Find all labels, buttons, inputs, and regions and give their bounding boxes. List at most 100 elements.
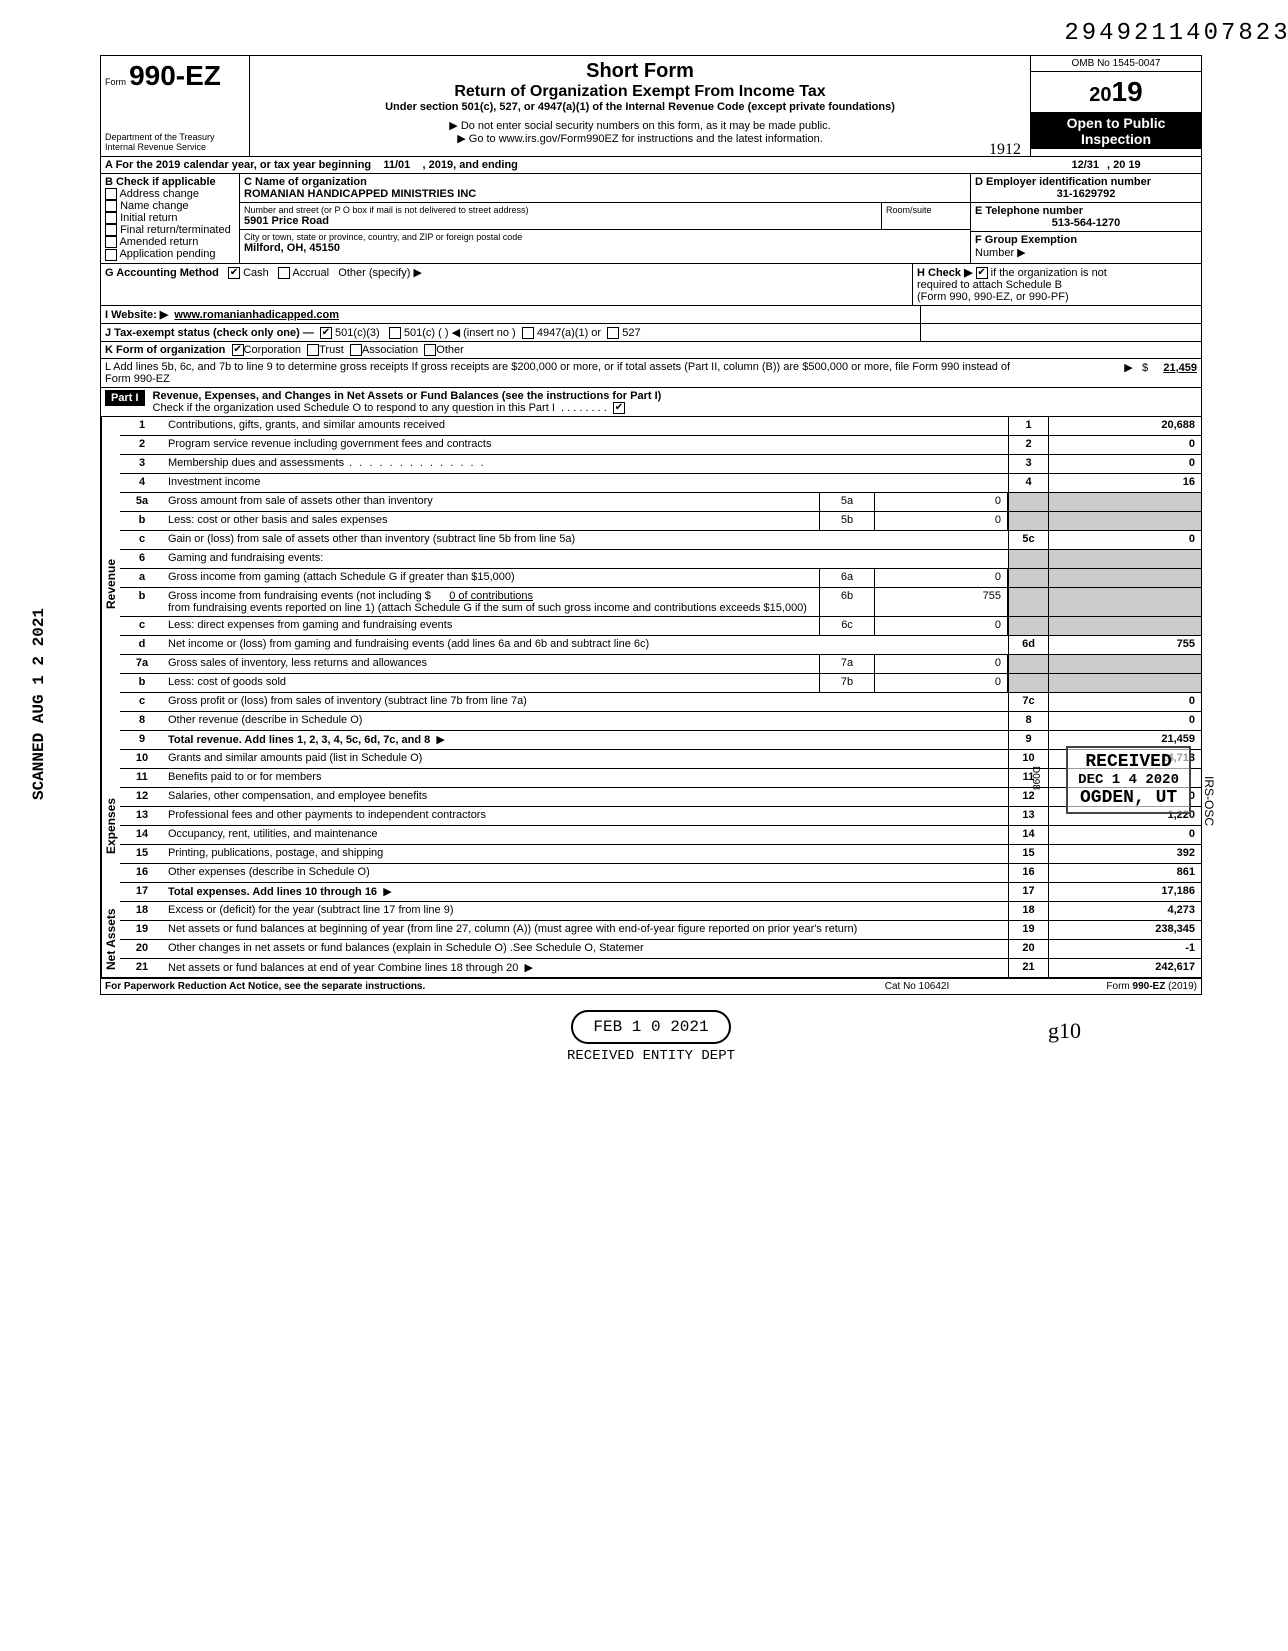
expenses-label: Expenses bbox=[101, 750, 120, 902]
warn2: ▶ Go to www.irs.gov/Form990EZ for instru… bbox=[258, 132, 1022, 145]
line7a-sub: 7a bbox=[819, 655, 875, 673]
cb-part1[interactable]: ✔ bbox=[613, 402, 625, 414]
netassets-section: Net Assets 18Excess or (deficit) for the… bbox=[101, 902, 1201, 979]
line5a-subval: 0 bbox=[875, 493, 1008, 511]
block-bcdef: B Check if applicable Address change Nam… bbox=[101, 174, 1201, 264]
line11-desc: Benefits paid to or for members bbox=[164, 769, 1008, 787]
other-label: Other (specify) ▶ bbox=[338, 267, 422, 279]
box-h-l4: (Form 990, 990-EZ, or 990-PF) bbox=[917, 291, 1069, 303]
page-number: 29492114078231 bbox=[20, 20, 1288, 47]
cb-527[interactable] bbox=[607, 327, 619, 339]
box-f-label2: Number ▶ bbox=[975, 247, 1026, 259]
line19-val: 238,345 bbox=[1049, 921, 1201, 939]
cb-initial-label: Initial return bbox=[120, 212, 177, 224]
cb-other[interactable] bbox=[424, 344, 436, 356]
cb-address[interactable] bbox=[105, 188, 117, 200]
cb-address-label: Address change bbox=[119, 188, 199, 200]
line9-box: 9 bbox=[1008, 731, 1049, 749]
line17-val: 17,186 bbox=[1049, 883, 1201, 901]
line5c-val: 0 bbox=[1049, 531, 1201, 549]
part1-label: Part I bbox=[105, 390, 145, 406]
cb-initial[interactable] bbox=[105, 212, 117, 224]
line-a-endyl: , 20 bbox=[1107, 159, 1125, 171]
revenue-label: Revenue bbox=[101, 417, 120, 750]
line5b-sub: 5b bbox=[819, 512, 875, 530]
addr-label: Number and street (or P O box if mail is… bbox=[244, 205, 877, 215]
line5b-desc: Less: cost or other basis and sales expe… bbox=[164, 512, 819, 530]
box-f-label: F Group Exemption bbox=[975, 234, 1077, 246]
org-addr: 5901 Price Road bbox=[244, 215, 877, 227]
line19-desc: Net assets or fund balances at beginning… bbox=[164, 921, 1008, 939]
line7c-desc: Gross profit or (loss) from sales of inv… bbox=[164, 693, 1008, 711]
room-label: Room/suite bbox=[881, 203, 970, 229]
box-h-l2: if the organization is not bbox=[991, 267, 1107, 279]
line15-val: 392 bbox=[1049, 845, 1201, 863]
line13-desc: Professional fees and other payments to … bbox=[164, 807, 1008, 825]
trust-label: Trust bbox=[319, 344, 344, 356]
line7b-desc: Less: cost of goods sold bbox=[164, 674, 819, 692]
box-l-text: L Add lines 5b, 6c, and 7b to line 9 to … bbox=[105, 361, 1010, 385]
assoc-label: Association bbox=[362, 344, 418, 356]
line18-desc: Excess or (deficit) for the year (subtra… bbox=[164, 902, 1008, 920]
line6b-desc: from fundraising events reported on line… bbox=[168, 602, 807, 614]
box-def: D Employer identification number 31-1629… bbox=[971, 174, 1201, 263]
row-l: L Add lines 5b, 6c, and 7b to line 9 to … bbox=[101, 359, 1201, 388]
line21-arrow: ▶ bbox=[525, 962, 533, 974]
cb-amended[interactable] bbox=[105, 236, 117, 248]
line5b-subval: 0 bbox=[875, 512, 1008, 530]
box-b: B Check if applicable Address change Nam… bbox=[101, 174, 240, 263]
cb-501c3[interactable]: ✔ bbox=[320, 327, 332, 339]
form-id: 990-EZ bbox=[129, 60, 221, 91]
footer-right: Form 990-EZ (2019) bbox=[1106, 981, 1197, 992]
cb-pending[interactable] bbox=[105, 249, 117, 261]
line8-desc: Other revenue (describe in Schedule O) bbox=[164, 712, 1008, 730]
omb: OMB No 1545-0047 bbox=[1031, 56, 1201, 72]
footer: For Paperwork Reduction Act Notice, see … bbox=[101, 979, 1201, 994]
cb-4947[interactable] bbox=[522, 327, 534, 339]
cb-accrual[interactable] bbox=[278, 267, 290, 279]
line3-desc: Membership dues and assessments bbox=[164, 455, 1008, 473]
part1-header: Part I Revenue, Expenses, and Changes in… bbox=[101, 388, 1201, 417]
cb-final[interactable] bbox=[105, 224, 117, 236]
line5a-sub: 5a bbox=[819, 493, 875, 511]
ein: 31-1629792 bbox=[975, 188, 1197, 200]
part1-checkline: Check if the organization used Schedule … bbox=[153, 402, 555, 414]
box-j-label: J Tax-exempt status (check only one) — bbox=[105, 327, 314, 339]
line8-box: 8 bbox=[1008, 712, 1049, 730]
line12-desc: Salaries, other compensation, and employ… bbox=[164, 788, 1008, 806]
cash-label: Cash bbox=[243, 267, 269, 279]
cb-h[interactable]: ✔ bbox=[976, 267, 988, 279]
cb-501c[interactable] bbox=[389, 327, 401, 339]
cb-name[interactable] bbox=[105, 200, 117, 212]
open-public: Open to Public Inspection bbox=[1031, 113, 1201, 149]
website: www.romanianhadicapped.com bbox=[174, 309, 339, 321]
box-c-label: C Name of organization bbox=[244, 176, 966, 188]
line6a-sub: 6a bbox=[819, 569, 875, 587]
line7b-sub: 7b bbox=[819, 674, 875, 692]
line5a-desc: Gross amount from sale of assets other t… bbox=[164, 493, 819, 511]
stamp-received: RECEIVED DEC 1 4 2020 OGDEN, UT bbox=[1066, 746, 1191, 814]
line1-desc: Contributions, gifts, grants, and simila… bbox=[164, 417, 1008, 435]
cb-assoc[interactable] bbox=[350, 344, 362, 356]
line7b-subval: 0 bbox=[875, 674, 1008, 692]
box-h-l3: required to attach Schedule B bbox=[917, 279, 1062, 291]
line11-box: 11 bbox=[1008, 769, 1049, 787]
line8-val: 0 bbox=[1049, 712, 1201, 730]
title-box: Short Form Return of Organization Exempt… bbox=[250, 56, 1030, 156]
cb-corp[interactable]: ✔ bbox=[232, 344, 244, 356]
row-k: K Form of organization ✔ Corporation Tru… bbox=[101, 342, 1201, 359]
line6d-box: 6d bbox=[1008, 636, 1049, 654]
cb-cash[interactable]: ✔ bbox=[228, 267, 240, 279]
other-k-label: Other bbox=[436, 344, 464, 356]
line6b-mid: 0 of contributions bbox=[449, 590, 533, 602]
line6c-subval: 0 bbox=[875, 617, 1008, 635]
cb-trust[interactable] bbox=[307, 344, 319, 356]
hand-dept: RECEIVED ENTITY DEPT bbox=[567, 1048, 735, 1064]
line14-desc: Occupancy, rent, utilities, and maintena… bbox=[164, 826, 1008, 844]
omb-box: OMB No 1545-0047 2019 Open to Public Ins… bbox=[1030, 56, 1201, 156]
line17-desc: Total expenses. Add lines 10 through 16 bbox=[168, 886, 377, 898]
line4-val: 16 bbox=[1049, 474, 1201, 492]
line3-val: 0 bbox=[1049, 455, 1201, 473]
accrual-label: Accrual bbox=[292, 267, 329, 279]
dept1: Department of the Treasury bbox=[105, 132, 245, 142]
